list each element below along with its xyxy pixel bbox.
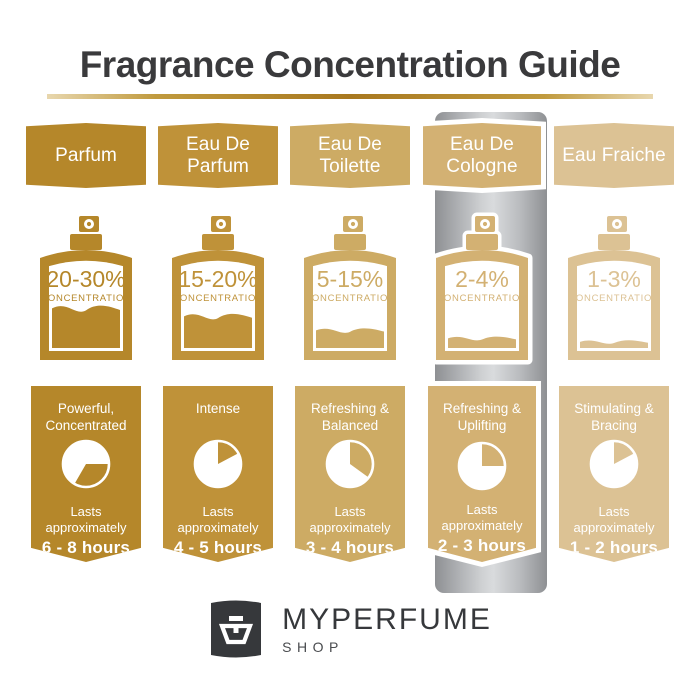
duration-value: 6 - 8 hours [41,538,131,557]
descriptor-line-1: Stimulating & [574,401,654,416]
category-chip-wrap: Eau De Toilette [290,123,410,188]
descriptor-text: Powerful, Concentrated [37,400,135,434]
category-label-parfum[interactable]: Parfum [26,123,146,188]
svg-text:1-3%: 1-3% [587,266,641,292]
page-title: Fragrance Concentration Guide [79,44,621,85]
detail-card-wrap: Intense Lasts approximately 4 - 5 hours [163,386,273,562]
pie-chart-holder [428,440,536,492]
svg-text:2-4%: 2-4% [455,266,509,292]
lasts-text: Lasts approximately [431,502,533,534]
detail-card-eau-de-parfum[interactable]: Intense Lasts approximately 4 - 5 hours [163,386,273,562]
svg-text:15-20%: 15-20% [178,266,257,292]
bottle-eau-de-parfum: 15-20% CONCENTRATION [158,210,278,370]
descriptor-line-1: Refreshing & [442,401,522,416]
lasts-line-2: approximately [573,520,655,535]
detail-card-eau-de-toilette[interactable]: Refreshing & Balanced Lasts approximatel… [295,386,405,562]
lasts-line-2: approximately [309,520,391,535]
bottle-parfum: 20-30% CONCENTRATION [26,210,146,370]
category-chip-wrap: Parfum [26,123,146,188]
pie-chart-holder [163,438,273,490]
category-label-eau-fraiche[interactable]: Eau Fraiche [554,123,674,188]
category-label-eau-de-parfum[interactable]: Eau De Parfum [158,123,278,188]
brand-subtitle: SHOP [282,639,344,655]
lasts-text: Lasts approximately [562,504,666,536]
lasts-text: Lasts approximately [166,504,270,536]
svg-text:CONCENTRATION: CONCENTRATION [304,293,395,304]
descriptor-line-2: Uplifting [457,418,507,433]
pie-chart-holder [31,438,141,490]
lasts-line-2: approximately [45,520,127,535]
descriptor-line-1: Intense [195,401,241,416]
detail-card-eau-de-cologne[interactable]: Refreshing & Uplifting Lasts approximate… [428,386,536,562]
bottle-eau-fraiche: 1-3% CONCENTRATION [554,210,674,370]
brand-name: MYPERFUME [282,603,492,636]
duration-value: 1 - 2 hours [569,538,659,557]
pie-chart-holder [559,438,669,490]
svg-text:CONCENTRATION: CONCENTRATION [568,293,659,304]
descriptor-text: Refreshing & Uplifting [434,400,530,434]
detail-card-wrap: Refreshing & Uplifting Lasts approximate… [423,381,541,567]
descriptor-line-1: Powerful, [57,401,115,416]
title-divider [47,94,653,99]
footer-branding: MYPERFUME SHOP [0,597,700,677]
duration-value: 4 - 5 hours [173,538,263,557]
detail-card-wrap: Stimulating & Bracing Lasts approximatel… [559,386,669,562]
svg-text:CONCENTRATION: CONCENTRATION [40,293,131,304]
detail-card-parfum[interactable]: Powerful, Concentrated Lasts approximate… [31,386,141,562]
lasts-line-2: approximately [177,520,259,535]
lasts-line-2: approximately [441,518,523,533]
category-label-eau-de-toilette[interactable]: Eau De Toilette [290,123,410,188]
duration-value: 3 - 4 hours [305,538,395,557]
pie-chart-holder [295,438,405,490]
category-chip-wrap: Eau De Cologne [418,118,546,193]
descriptor-line-2: Balanced [321,418,379,433]
descriptor-line-2: Concentrated [45,418,127,433]
lasts-text: Lasts approximately [34,504,138,536]
detail-card-eau-fraiche[interactable]: Stimulating & Bracing Lasts approximatel… [559,386,669,562]
descriptor-text: Refreshing & Balanced [301,400,399,434]
svg-text:CONCENTRATION: CONCENTRATION [172,293,263,304]
lasts-text: Lasts approximately [298,504,402,536]
lasts-line-1: Lasts [598,504,630,519]
duration-value: 2 - 3 hours [437,536,527,555]
svg-text:CONCENTRATION: CONCENTRATION [436,293,527,304]
descriptor-line-2: Bracing [591,418,637,433]
logo-mark [208,597,264,661]
lasts-line-1: Lasts [202,504,234,519]
descriptor-text: Stimulating & Bracing [565,400,663,434]
bottle-eau-de-cologne: 2-4% CONCENTRATION [422,210,542,370]
lasts-line-1: Lasts [466,502,498,517]
bottle-eau-de-toilette: 5-15% CONCENTRATION [290,210,410,370]
descriptor-text: Intense [169,400,267,417]
category-label-eau-de-cologne[interactable]: Eau De Cologne [423,123,541,188]
logo-text: MYPERFUME SHOP [282,597,492,656]
descriptor-line-1: Refreshing & [310,401,390,416]
detail-card-wrap: Powerful, Concentrated Lasts approximate… [31,386,141,562]
svg-text:5-15%: 5-15% [317,266,383,292]
category-chip-wrap: Eau Fraiche [554,123,674,188]
lasts-line-1: Lasts [334,504,366,519]
svg-text:20-30%: 20-30% [46,266,125,292]
lasts-line-1: Lasts [70,504,102,519]
category-chip-wrap: Eau De Parfum [158,123,278,188]
detail-card-wrap: Refreshing & Balanced Lasts approximatel… [295,386,405,562]
